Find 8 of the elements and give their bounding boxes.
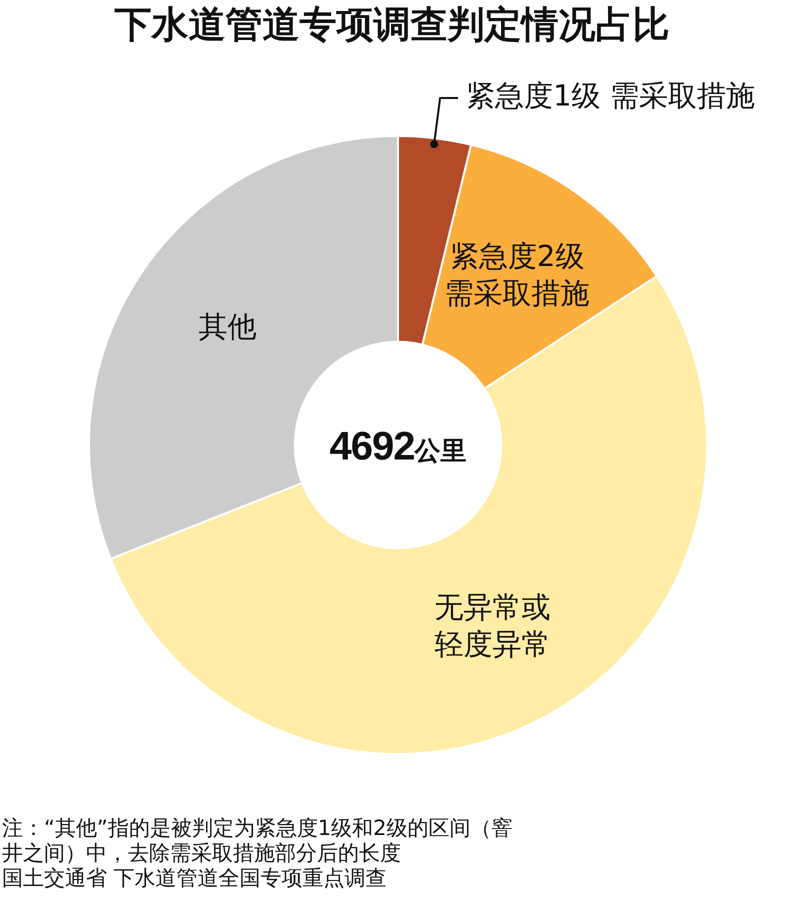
- text: 注：“其他”指的是被判定为紧急度1级和2级的区间（窨井之间）中，去除需采取措施部分后的长度: [2, 816, 514, 866]
- chart-title: 下水道管道专项调查判定情况占比: [114, 2, 670, 48]
- text: 国土交通省 下水道管道全国专项重点调查: [2, 866, 388, 891]
- slice-label: 紧急度2级需采取措施: [444, 238, 590, 310]
- slice-label: 无异常或轻度异常: [434, 590, 551, 662]
- slice-label: 其他: [198, 310, 257, 344]
- slice-label: 紧急度1级 需采取措施: [466, 78, 755, 113]
- text: 4692公里: [330, 424, 466, 468]
